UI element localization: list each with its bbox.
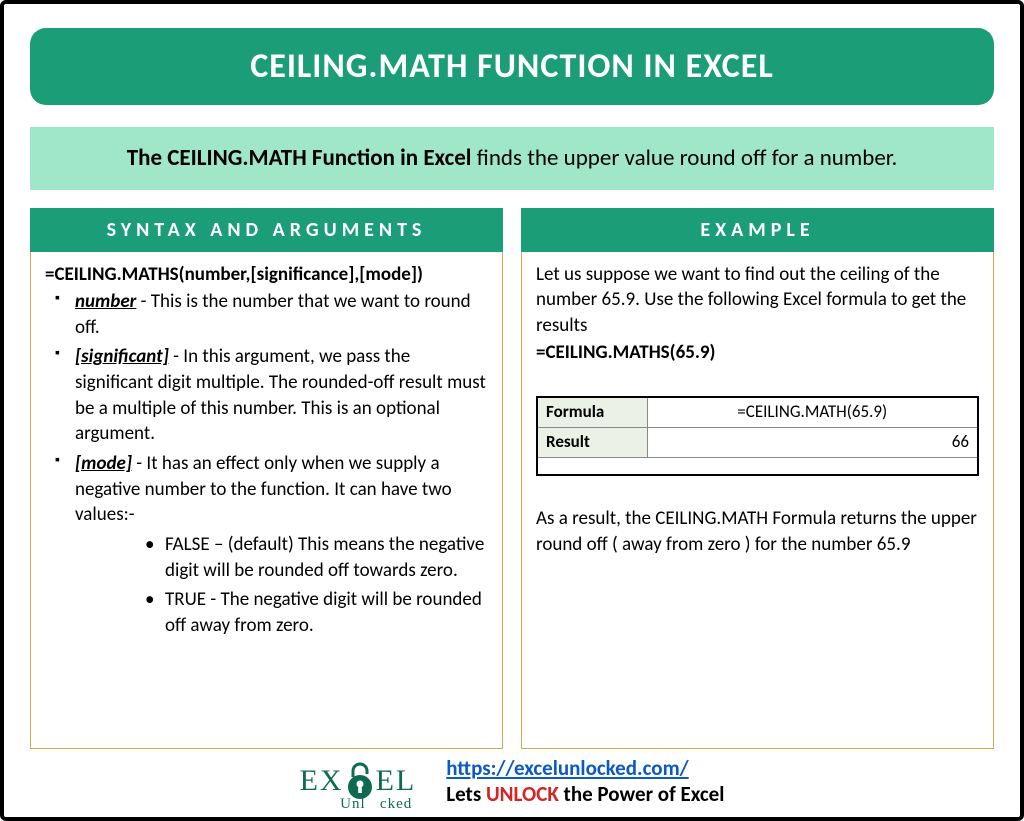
syntax-formula: =CEILING.MATHS(number,[significance],[mo…: [45, 262, 488, 288]
table-row: Formula =CEILING.MATH(65.9): [537, 397, 978, 427]
logo-text-el: EL: [376, 764, 417, 798]
example-body: Let us suppose we want to find out the c…: [521, 252, 994, 750]
logo-text-ex: EX: [300, 764, 344, 798]
result-label-cell: Result: [537, 428, 647, 458]
table-row: Result 66: [537, 428, 978, 458]
mode-sublist: FALSE – (default) This means the negativ…: [75, 532, 488, 639]
mode-sub-item: TRUE - The negative digit will be rounde…: [145, 587, 488, 638]
example-conclusion: As a result, the CEILING.MATH Formula re…: [536, 506, 979, 557]
syntax-header: SYNTAX AND ARGUMENTS: [30, 208, 503, 252]
brand-logo: EX EL Unl cked: [300, 761, 417, 801]
logo-subtext: Unl cked: [340, 796, 412, 813]
description-bar: The CEILING.MATH Function in Excel finds…: [30, 127, 994, 190]
example-header: EXAMPLE: [521, 208, 994, 252]
footer-tagline: Lets UNLOCK the Power of Excel: [446, 781, 724, 807]
infographic-frame: CEILING.MATH FUNCTION IN EXCEL The CEILI…: [0, 0, 1024, 821]
tag-pre: Lets: [446, 781, 486, 807]
description-bold: The CEILING.MATH Function in Excel: [127, 144, 472, 172]
formula-label-cell: Formula: [537, 397, 647, 427]
mode-sub-item: FALSE – (default) This means the negativ…: [145, 532, 488, 583]
footer-text-block: https://excelunlocked.com/ Lets UNLOCK t…: [446, 755, 724, 807]
empty-cell: [537, 457, 978, 475]
arg-item: number - This is the number that we want…: [55, 289, 488, 340]
example-intro: Let us suppose we want to find out the c…: [536, 262, 979, 339]
arg-item: [mode] - It has an effect only when we s…: [55, 451, 488, 638]
lock-icon: [345, 761, 375, 801]
description-rest: finds the upper value round off for a nu…: [471, 144, 897, 172]
footer: EX EL Unl cked https://excelunlocked.com…: [30, 749, 994, 807]
website-link[interactable]: https://excelunlocked.com/: [446, 755, 688, 781]
arg-name: [mode]: [75, 452, 132, 475]
syntax-body: =CEILING.MATHS(number,[significance],[mo…: [30, 252, 503, 750]
example-formula: =CEILING.MATHS(65.9): [536, 340, 979, 366]
page-title: CEILING.MATH FUNCTION IN EXCEL: [30, 28, 994, 105]
example-column: EXAMPLE Let us suppose we want to find o…: [521, 208, 994, 750]
content-columns: SYNTAX AND ARGUMENTS =CEILING.MATHS(numb…: [30, 208, 994, 750]
arg-item: [significant] - In this argument, we pas…: [55, 344, 488, 447]
arg-name: number: [75, 290, 136, 313]
result-table: Formula =CEILING.MATH(65.9) Result 66: [536, 396, 979, 476]
tag-unlock: UNLOCK: [486, 781, 559, 807]
table-row: [537, 457, 978, 475]
tag-post: the Power of Excel: [559, 781, 725, 807]
formula-value-cell: =CEILING.MATH(65.9): [647, 397, 978, 427]
syntax-column: SYNTAX AND ARGUMENTS =CEILING.MATHS(numb…: [30, 208, 503, 750]
arg-desc: - It has an effect only when we supply a…: [75, 452, 452, 526]
arg-name: [significant]: [75, 345, 169, 368]
argument-list: number - This is the number that we want…: [45, 289, 488, 638]
result-value-cell: 66: [647, 428, 978, 458]
